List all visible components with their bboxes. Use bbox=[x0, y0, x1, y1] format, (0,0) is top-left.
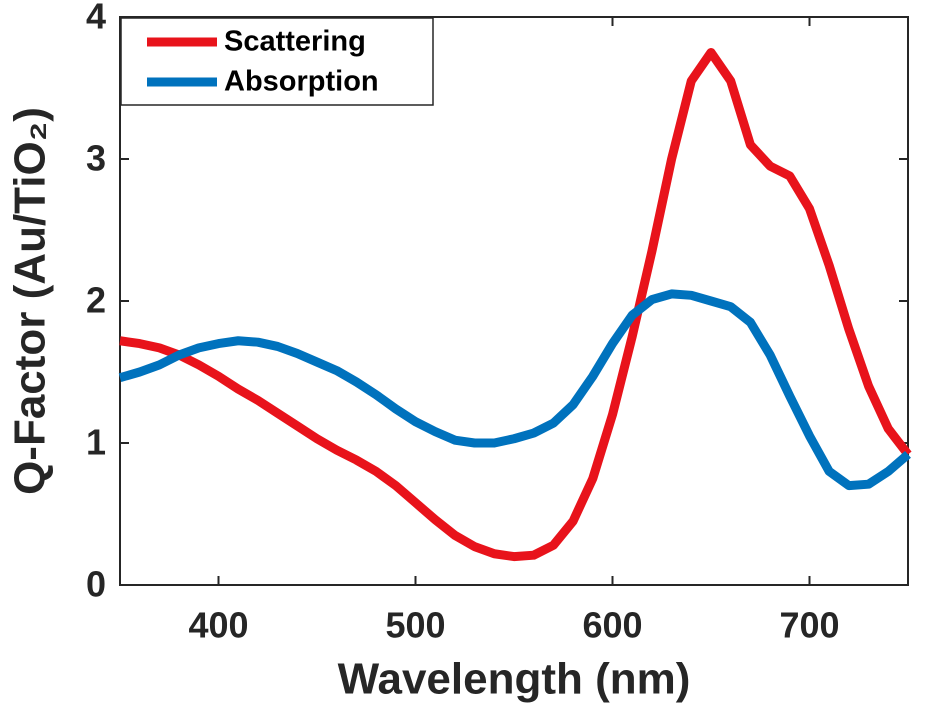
x-tick-label: 500 bbox=[385, 605, 445, 646]
legend-label: Absorption bbox=[224, 66, 379, 98]
y-axis-label: Q-Factor (Au/TiO₂) bbox=[6, 107, 55, 495]
x-tick-label: 600 bbox=[582, 605, 642, 646]
legend-box bbox=[120, 17, 434, 106]
x-axis-label: Wavelength (nm) bbox=[338, 655, 691, 704]
x-tick-label: 700 bbox=[779, 605, 839, 646]
data-line bbox=[118, 289, 911, 491]
y-tick-label: 2 bbox=[86, 280, 106, 321]
y-tick-label: 1 bbox=[86, 422, 106, 463]
y-tick-label: 0 bbox=[86, 564, 106, 605]
y-tick-label: 3 bbox=[86, 138, 106, 179]
x-tick-label: 400 bbox=[188, 605, 248, 646]
legend-label: Scattering bbox=[224, 26, 366, 58]
y-tick-label: 4 bbox=[86, 0, 106, 37]
data-line bbox=[119, 48, 912, 562]
